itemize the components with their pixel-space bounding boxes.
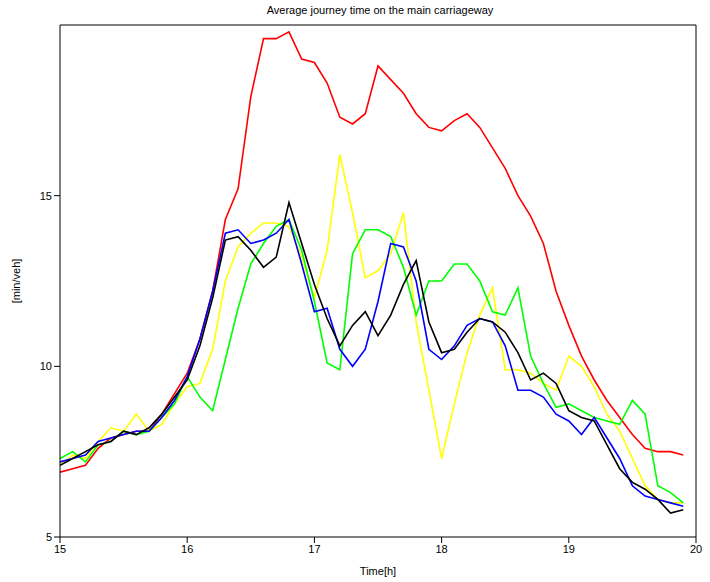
svg-text:10: 10 — [40, 360, 52, 372]
svg-text:15: 15 — [54, 543, 66, 555]
html-text:Average journey time on the ma: Average journey time on the main carriag… — [266, 4, 494, 16]
svg-text:18: 18 — [435, 543, 447, 555]
svg-text:17: 17 — [308, 543, 320, 555]
svg-text:Time[h]: Time[h] — [360, 565, 396, 577]
svg-text:15: 15 — [40, 190, 52, 202]
svg-text:16: 16 — [181, 543, 193, 555]
svg-text:19: 19 — [563, 543, 575, 555]
svg-text:[min/veh]: [min/veh] — [10, 259, 22, 304]
svg-text:20: 20 — [690, 543, 702, 555]
svg-text:5: 5 — [46, 531, 52, 543]
